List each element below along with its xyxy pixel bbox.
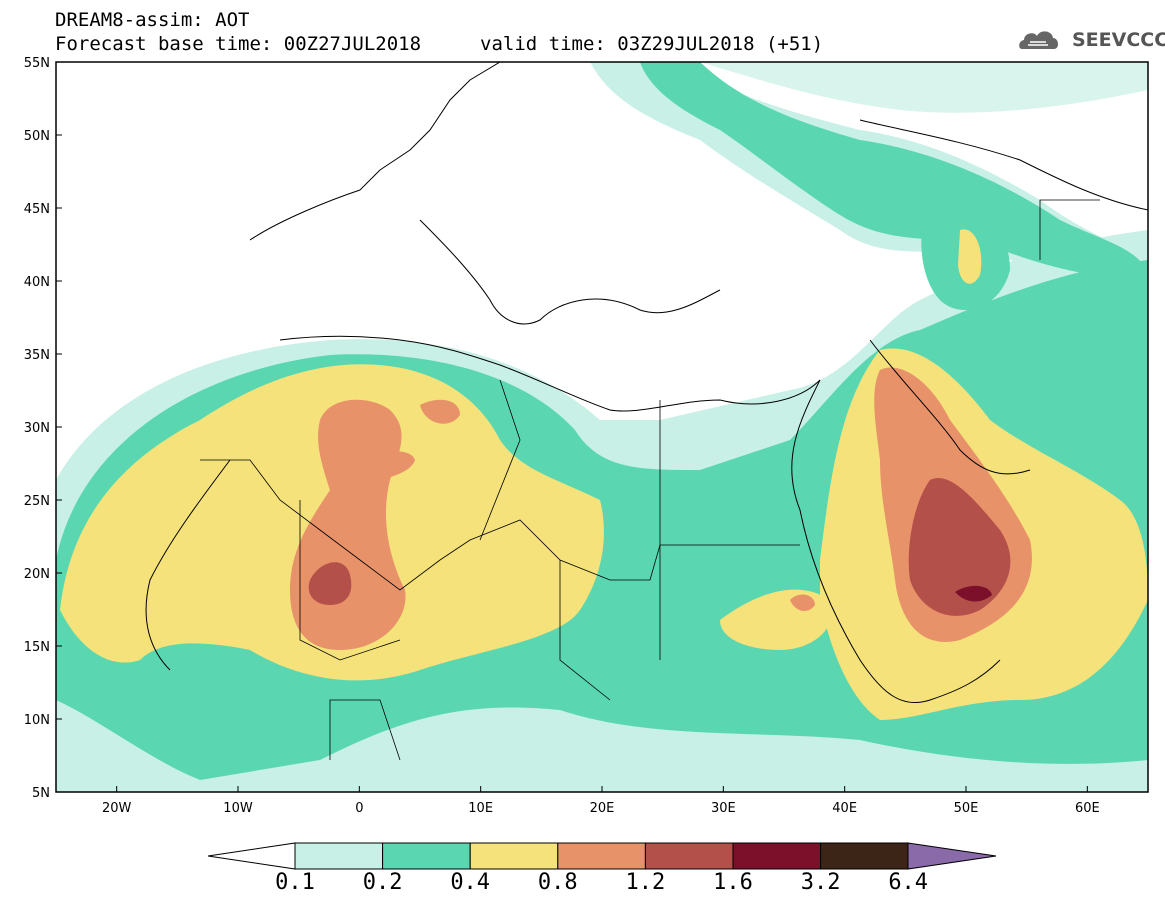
valid-time: valid time: 03Z29JUL2018 (+51) (480, 33, 824, 55)
lon-label: 20E (590, 801, 615, 816)
colorbar-label: 0.4 (450, 870, 491, 895)
lon-label: 40E (832, 801, 857, 816)
colorbar-box (820, 842, 909, 870)
country-borders (200, 199, 1100, 761)
colorbar-box (294, 842, 384, 870)
lon-label: 0 (355, 801, 363, 816)
colorbar-label: 0.1 (275, 870, 315, 895)
cloud-logo-icon (1019, 31, 1059, 49)
colorbar-over-arrow (907, 842, 997, 870)
lat-label: 50N (24, 129, 50, 144)
logo-text: SEEVCCC (1072, 29, 1165, 51)
lat-label: 10N (24, 713, 50, 728)
lat-label: 35N (24, 348, 50, 363)
colorbar-under-arrow (207, 842, 296, 870)
lat-label: 40N (24, 275, 50, 290)
latitude-axis: 55N 50N 45N 40N 35N 30N 25N 20N 15N 10N 5N (24, 56, 62, 801)
lon-label: 50E (954, 801, 979, 816)
colorbar-label: 0.8 (537, 870, 578, 895)
lat-label: 45N (24, 202, 50, 217)
map-title: DREAM8-assim: AOT (55, 9, 250, 31)
colorbar-box (469, 842, 559, 870)
colorbar-box (732, 842, 822, 870)
colorbar (207, 842, 997, 870)
lat-label: 55N (24, 56, 50, 71)
aot-band-1.6 (955, 585, 992, 602)
lon-label: 60E (1075, 801, 1100, 816)
lon-label: 30E (711, 801, 736, 816)
lat-label: 5N (32, 786, 50, 801)
forecast-base-time: Forecast base time: 00Z27JUL2018 (55, 33, 422, 55)
colorbar-label: 3.2 (800, 870, 841, 895)
colorbar-label: 0.2 (362, 870, 403, 895)
colorbar-label: 1.6 (713, 870, 753, 895)
lon-label: 20W (102, 801, 132, 816)
aot-band-1.2 (308, 478, 1011, 616)
colorbar-box (557, 842, 646, 870)
lat-label: 20N (24, 567, 50, 582)
longitude-axis: 20W 10W 0 10E 20E 30E 40E 50E 60E (102, 786, 1100, 816)
colorbar-box (644, 842, 734, 870)
coastlines (145, 62, 1148, 704)
lon-label: 10E (468, 801, 493, 816)
lon-label: 10W (223, 801, 253, 816)
lat-label: 15N (24, 640, 50, 655)
lat-label: 25N (24, 494, 50, 509)
colorbar-box (382, 842, 471, 870)
colorbar-label: 1.2 (625, 870, 666, 895)
lat-label: 30N (24, 421, 50, 436)
colorbar-label: 6.4 (888, 870, 929, 895)
